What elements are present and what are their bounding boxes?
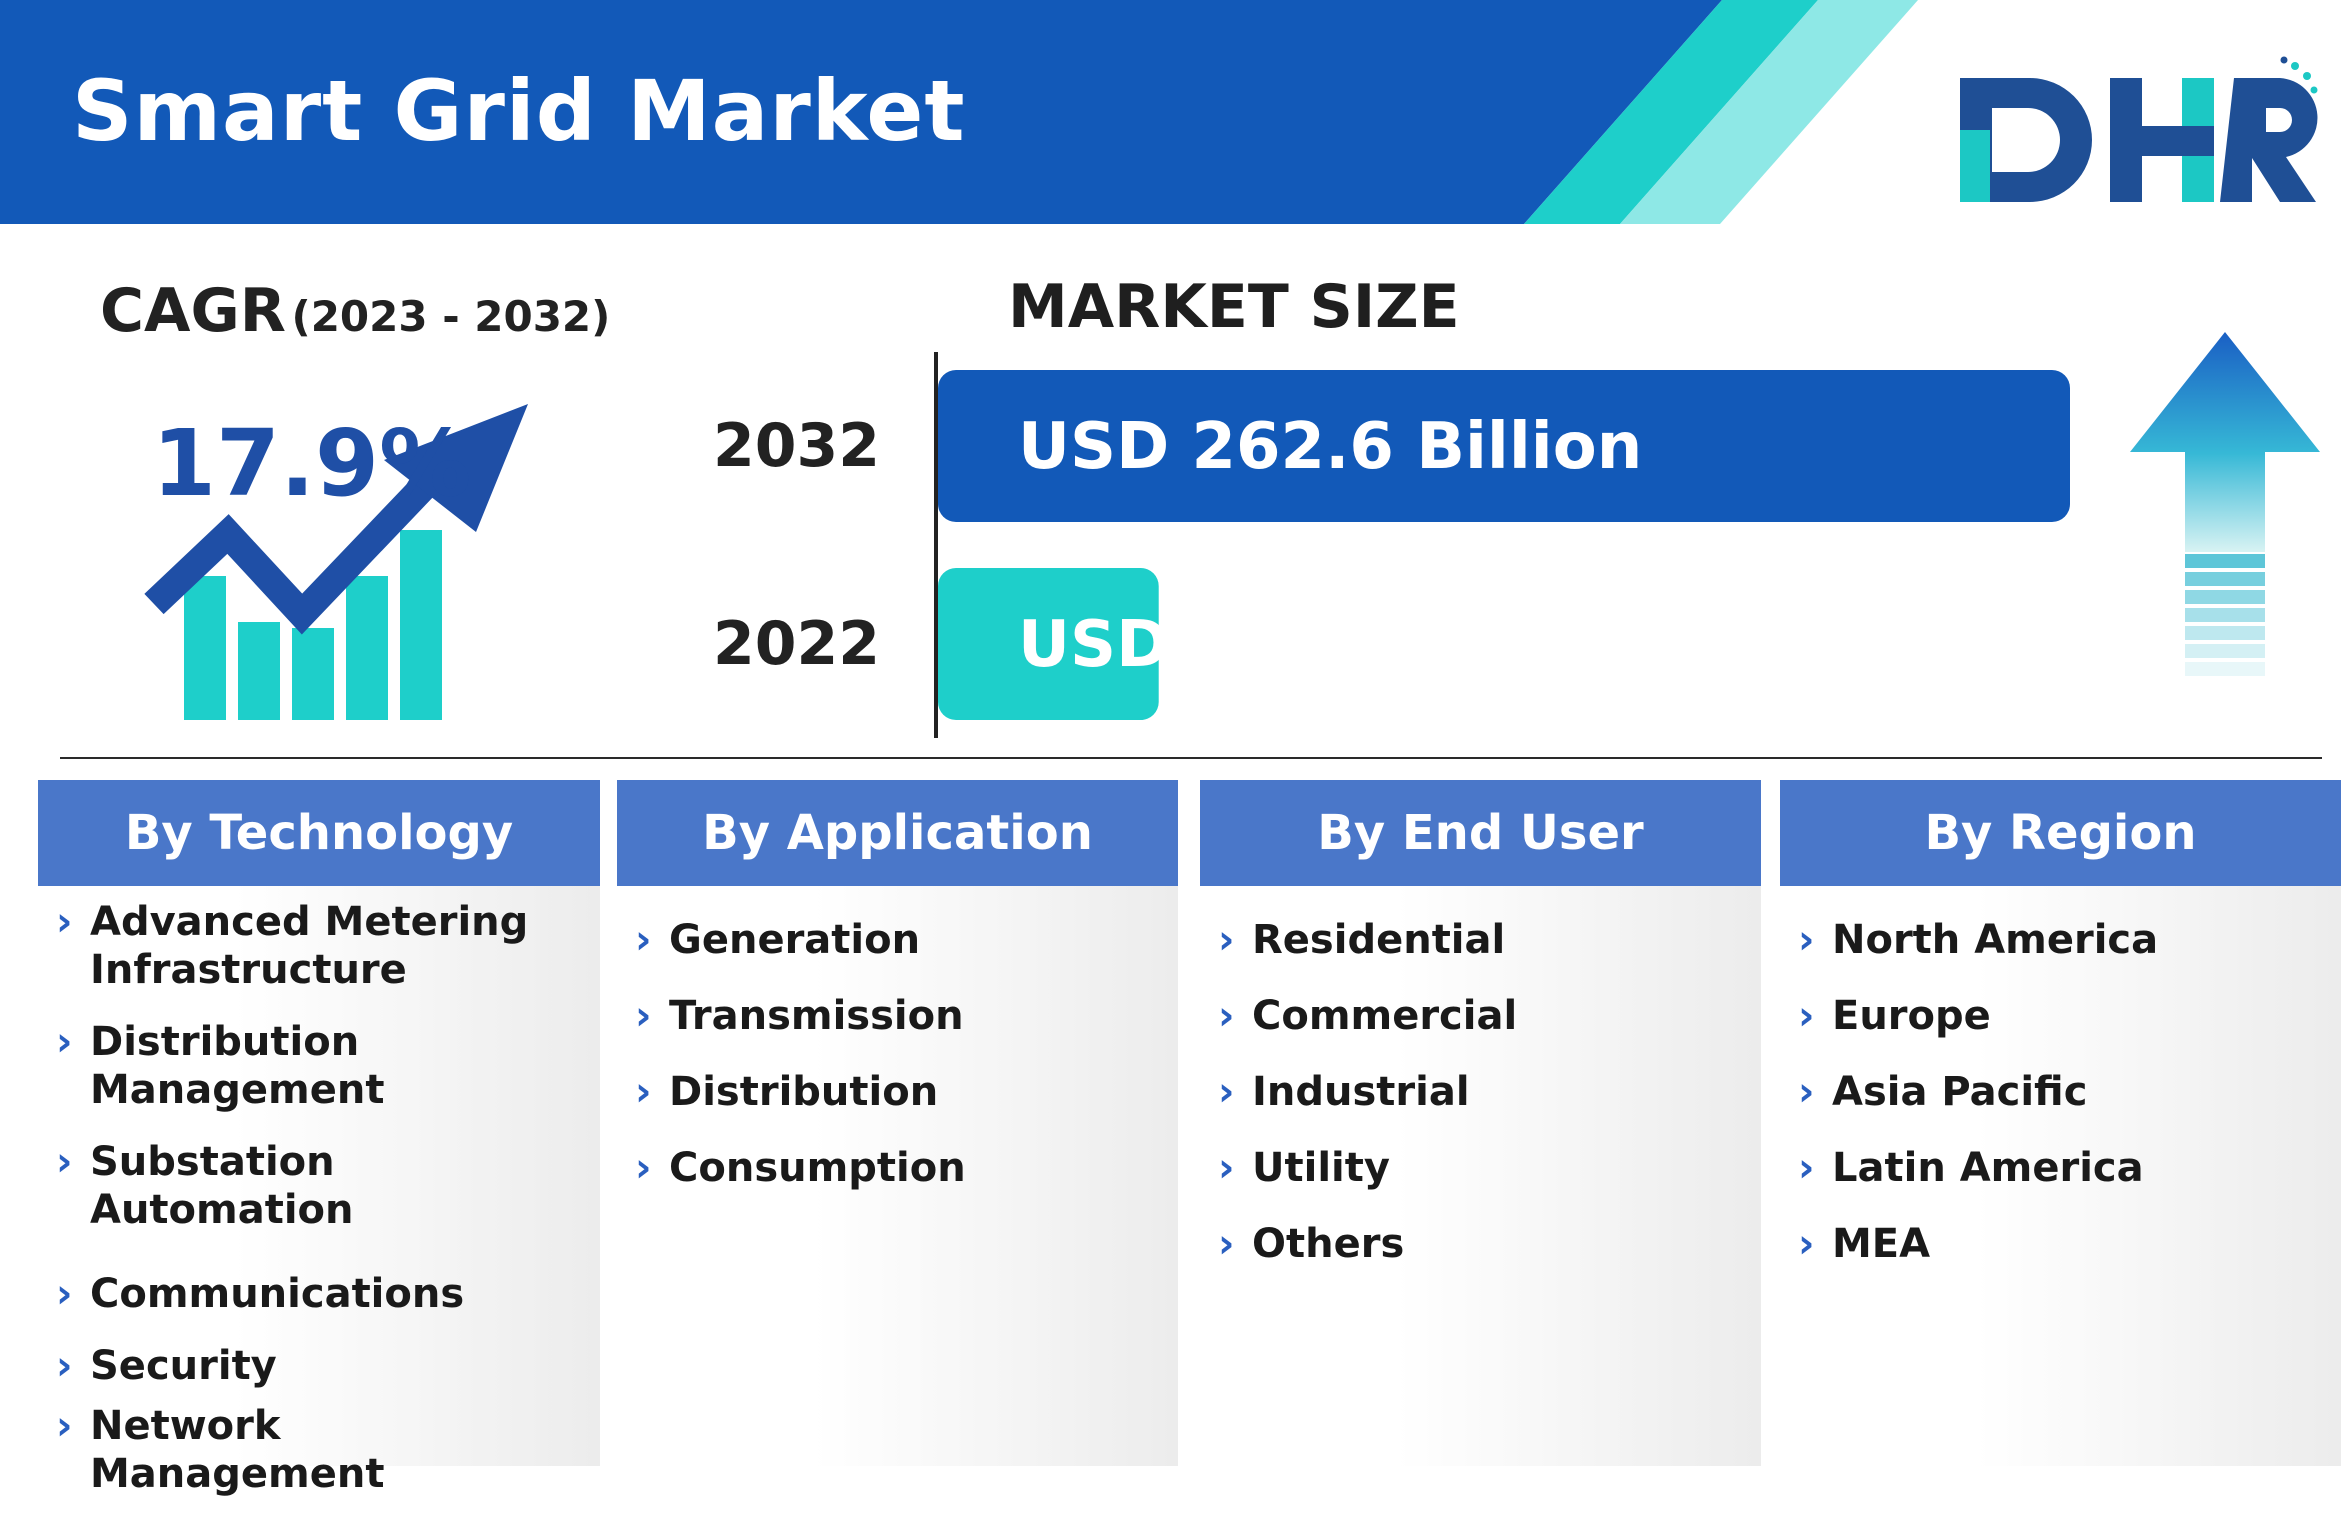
chevron-right-icon: ›	[56, 1343, 73, 1389]
segment-item: › Generation	[625, 916, 920, 964]
chevron-right-icon: ›	[1218, 1145, 1235, 1191]
segment-item: › Distribution	[625, 1068, 938, 1116]
segment-item-text: Consumption	[669, 1145, 966, 1191]
segment-item: › Residential	[1208, 916, 1505, 964]
segment-item-text: Management	[90, 1451, 385, 1497]
cagr-period: (2023 - 2032)	[291, 292, 611, 341]
segment-item: › Substation Automation	[46, 1138, 354, 1234]
segment-item-text: Substation	[90, 1139, 335, 1185]
segment-item: › Advanced Metering Infrastructure	[46, 898, 528, 994]
segment-item-text: Commercial	[1252, 993, 1518, 1039]
cagr-heading: CAGR (2023 - 2032)	[100, 276, 610, 346]
chevron-right-icon: ›	[56, 1019, 73, 1065]
segment-item-text: Latin America	[1832, 1145, 2144, 1191]
segment-item: › Utility	[1208, 1144, 1390, 1192]
segment-item-text: Industrial	[1252, 1069, 1470, 1115]
segment-header: By Technology	[38, 780, 600, 886]
segment-application: By Application › Generation › Transmission ›…	[617, 780, 1178, 1466]
cagr-label: CAGR	[100, 276, 286, 346]
segment-item: › Consumption	[625, 1144, 966, 1192]
segment-item-text: Infrastructure	[90, 947, 407, 993]
segment-technology: By Technology › Advanced Metering Infrastr…	[38, 780, 600, 1497]
chevron-right-icon: ›	[56, 1271, 73, 1317]
chevron-right-icon: ›	[1798, 1221, 1815, 1267]
bar-2022	[938, 568, 1159, 720]
chevron-right-icon: ›	[56, 1139, 73, 1185]
segment-item-text: Communications	[90, 1271, 465, 1317]
segment-item: › Transmission	[625, 992, 964, 1040]
header-stripes	[980, 0, 1918, 224]
segment-item-text: North America	[1832, 917, 2159, 963]
segment-header: By End User	[1200, 780, 1761, 886]
segment-item-text: Automation	[90, 1187, 354, 1233]
segment-item: › Distribution Management	[46, 1018, 384, 1114]
chevron-right-icon: ›	[56, 899, 73, 945]
chevron-right-icon: ›	[1218, 917, 1235, 963]
value-label-2032: USD 262.6 Billion	[1018, 410, 1642, 484]
segment-item-text: MEA	[1832, 1221, 1931, 1267]
segment-item-text: Management	[90, 1067, 385, 1113]
segment-item: › Latin America	[1788, 1144, 2144, 1192]
segment-item-text: Generation	[669, 917, 921, 963]
chevron-right-icon: ›	[1798, 917, 1815, 963]
category-label-2032: 2032	[713, 411, 880, 481]
chevron-right-icon: ›	[56, 1403, 73, 1449]
segment-item-text: Transmission	[669, 993, 964, 1039]
chevron-right-icon: ›	[635, 1145, 652, 1191]
segment-item-text: Europe	[1832, 993, 1991, 1039]
segment-item-text: Distribution	[669, 1069, 939, 1115]
chevron-right-icon: ›	[635, 917, 652, 963]
chevron-right-icon: ›	[1218, 1221, 1235, 1267]
section-divider	[60, 757, 2322, 759]
chevron-right-icon: ›	[635, 1069, 652, 1115]
segment-item: › Others	[1208, 1220, 1404, 1268]
bar-2032	[938, 370, 2070, 522]
segment-header: By Application	[617, 780, 1178, 886]
chevron-right-icon: ›	[1798, 993, 1815, 1039]
chevron-right-icon: ›	[1798, 1145, 1815, 1191]
category-label-2022: 2022	[713, 609, 880, 679]
value-label-2022: USD 51.2 Billion	[1018, 608, 1598, 682]
segment-item: › North America	[1788, 916, 2158, 964]
segment-item: › Commercial	[1208, 992, 1517, 1040]
chevron-right-icon: ›	[1218, 1069, 1235, 1115]
segment-item-text: Utility	[1252, 1145, 1390, 1191]
segment-region: By Region › North America › Europe › Asia Pac…	[1780, 780, 2341, 1466]
segment-item-text: Others	[1252, 1221, 1405, 1267]
chevron-right-icon: ›	[635, 993, 652, 1039]
market-size-heading: MARKET SIZE	[1008, 272, 1460, 342]
segment-item-text: Advanced Metering	[90, 899, 529, 945]
segment-item: › Industrial	[1208, 1068, 1470, 1116]
segment-item: › Communications	[46, 1270, 464, 1318]
segment-header: By Region	[1780, 780, 2341, 886]
cagr-value: 17.9%	[152, 410, 472, 517]
segment-item: › Network Management	[46, 1402, 384, 1498]
segment-item: › Security	[46, 1342, 277, 1390]
market-size-chart: 2032 USD 262.6 Billion 2022 USD 51.2 Billio…	[713, 352, 2070, 738]
segment-item: › MEA	[1788, 1220, 1930, 1268]
segment-item-text: Residential	[1252, 917, 1506, 963]
segment-item-text: Distribution	[90, 1019, 360, 1065]
segment-item-text: Security	[90, 1343, 277, 1389]
growth-chart-icon	[144, 404, 528, 720]
page-title: Smart Grid Market	[72, 62, 966, 160]
chevron-right-icon: ›	[1798, 1069, 1815, 1115]
segment-item: › Europe	[1788, 992, 1991, 1040]
up-arrow-icon	[2130, 332, 2320, 676]
segment-item-text: Network	[90, 1403, 281, 1449]
segment-end-user: By End User › Residential › Commercial › Indu…	[1200, 780, 1761, 1466]
segment-item-text: Asia Pacific	[1832, 1069, 2088, 1115]
dhr-logo	[1960, 56, 2318, 202]
segment-item: › Asia Pacific	[1788, 1068, 2087, 1116]
header-band	[0, 0, 1000, 224]
chevron-right-icon: ›	[1218, 993, 1235, 1039]
